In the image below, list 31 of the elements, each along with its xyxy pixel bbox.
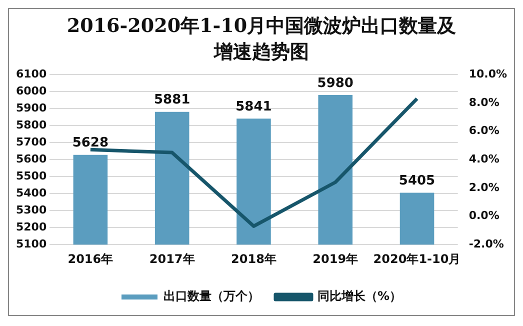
- y-tick-label: 5400: [16, 186, 47, 200]
- y2-tick-label: 8.0%: [468, 96, 500, 109]
- y2-tick-label: 4.0%: [468, 152, 500, 166]
- y-tick-label: 5200: [16, 220, 47, 234]
- y-tick-label: 5800: [16, 118, 47, 132]
- y-tick-label: 5100: [16, 237, 47, 250]
- y2-tick-label: -2.0%: [468, 237, 504, 250]
- data-label: 5628: [72, 136, 109, 151]
- x-tick-label: 2020年1-10月: [373, 252, 461, 266]
- legend-label: 出口数量（万个）: [163, 289, 260, 304]
- x-tick-label: 2016年: [68, 252, 114, 266]
- y2-tick-label: 0.0%: [468, 209, 500, 222]
- legend-label: 同比增长（%）: [317, 289, 402, 304]
- y-tick-label: 5600: [16, 152, 47, 166]
- data-label: 5841: [236, 100, 272, 115]
- x-tick-label: 2018年: [231, 252, 276, 266]
- y-tick-label: 5300: [16, 203, 47, 216]
- y2-tick-label: 2.0%: [468, 180, 500, 194]
- data-label: 5405: [398, 174, 436, 189]
- x-tick-label: 2017年: [149, 252, 195, 266]
- x-tick-label: 2019年: [312, 252, 358, 266]
- y-tick-label: 6000: [16, 84, 47, 98]
- chart-title: 2016-2020年1-10月中国微波炉出口数量及增速趋势图: [66, 14, 458, 65]
- y2-tick-label: 10.0%: [468, 67, 508, 80]
- y-tick-label: 6100: [16, 67, 47, 80]
- y-tick-label: 5500: [16, 169, 47, 182]
- y2-tick-label: 6.0%: [468, 124, 500, 138]
- data-label: 5881: [154, 92, 190, 108]
- data-label: 5980: [317, 76, 354, 91]
- y-tick-label: 5700: [16, 135, 47, 148]
- y-tick-label: 5900: [16, 101, 47, 114]
